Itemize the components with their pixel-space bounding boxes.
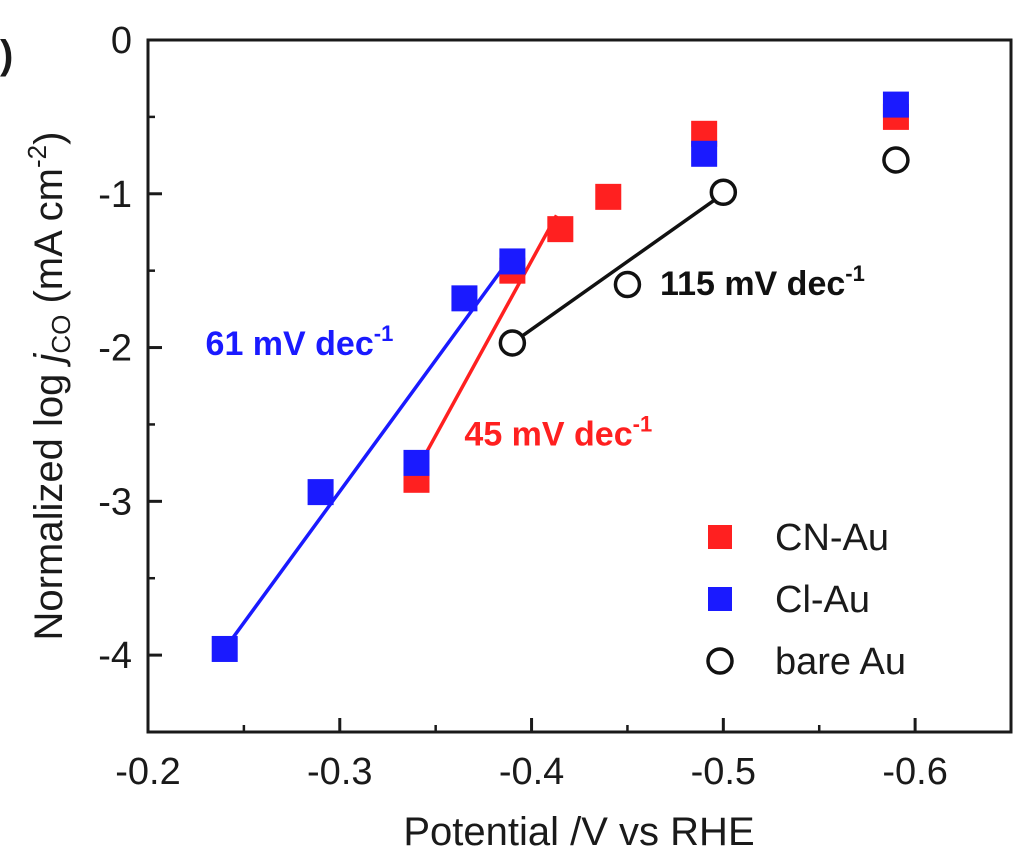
data-point bbox=[882, 91, 909, 118]
legend-label: Cl-Au bbox=[775, 579, 870, 621]
y-axis-title-unit-exp: -2 bbox=[22, 145, 52, 168]
data-point bbox=[451, 285, 478, 312]
x-tick-label: -0.6 bbox=[882, 751, 947, 793]
y-tick-label: -1 bbox=[98, 174, 132, 216]
fit-lines bbox=[223, 192, 725, 650]
data-point bbox=[691, 140, 718, 167]
panel-label: ) bbox=[0, 33, 13, 77]
y-axis-title-unit-close: ) bbox=[27, 132, 71, 145]
legend: CN-Au Cl-Au bare Au bbox=[706, 517, 906, 683]
y-axis-title: Normalized log jCO (mA cm-2) bbox=[22, 132, 76, 641]
legend-marker bbox=[706, 647, 734, 675]
x-tick-label: -0.4 bbox=[499, 751, 564, 793]
fit-line bbox=[511, 192, 725, 345]
legend-marker bbox=[708, 587, 732, 611]
data-point bbox=[595, 183, 622, 210]
x-tick-label: -0.5 bbox=[691, 751, 756, 793]
data-points bbox=[211, 91, 910, 662]
data-point bbox=[211, 635, 238, 662]
data-point bbox=[498, 329, 527, 357]
y-tick-label: 0 bbox=[111, 20, 132, 62]
y-axis: 0 -1 -2 -3 -4 bbox=[98, 20, 162, 734]
slope-annotation: 45 mV dec-1 bbox=[464, 412, 652, 454]
slope-annotation: 115 mV dec-1 bbox=[660, 261, 865, 303]
slope-annotation: 61 mV dec-1 bbox=[206, 321, 394, 363]
x-axis-title: Potential /V vs RHE bbox=[403, 810, 754, 854]
x-axis: -0.2 -0.3 -0.4 -0.5 -0.6 bbox=[115, 718, 1013, 793]
x-tick-label: -0.2 bbox=[115, 751, 180, 793]
y-axis-title-prefix: Normalized log bbox=[27, 363, 71, 641]
data-point bbox=[613, 270, 642, 299]
y-axis-title-unit: (mA cm bbox=[27, 168, 71, 315]
y-tick-label: -3 bbox=[98, 481, 132, 523]
data-point bbox=[547, 216, 574, 243]
legend-label: bare Au bbox=[775, 641, 906, 683]
data-point bbox=[307, 479, 334, 506]
data-point bbox=[882, 146, 910, 174]
data-point bbox=[403, 449, 430, 476]
legend-label: CN-Au bbox=[775, 517, 889, 559]
data-point bbox=[709, 178, 738, 206]
slope-annotations: 61 mV dec-1 45 mV dec-1 115 mV dec-1 bbox=[206, 261, 865, 454]
y-axis-title-subscript: CO bbox=[46, 315, 76, 354]
x-tick-label: -0.3 bbox=[307, 751, 372, 793]
plot-frame bbox=[146, 38, 1013, 734]
legend-marker bbox=[708, 525, 732, 549]
y-tick-label: -2 bbox=[98, 328, 132, 370]
data-point bbox=[499, 248, 526, 275]
fit-line bbox=[223, 261, 509, 650]
fit-line bbox=[414, 214, 559, 472]
y-tick-label: -4 bbox=[98, 635, 132, 677]
